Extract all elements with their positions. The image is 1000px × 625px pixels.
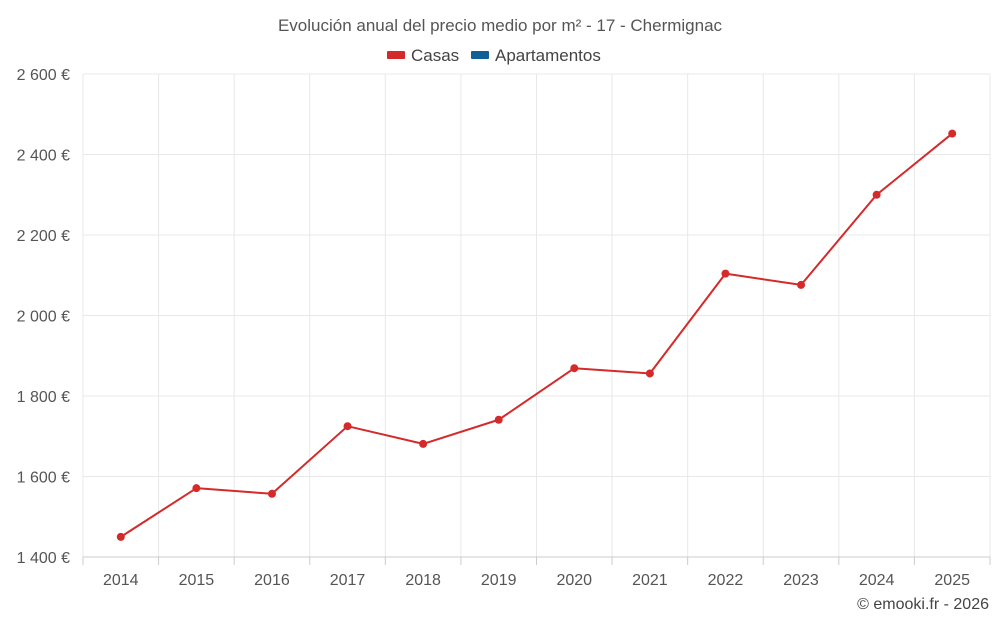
x-tick-label: 2014 (103, 572, 139, 589)
data-point[interactable] (570, 364, 579, 373)
x-tick-label: 2021 (632, 572, 668, 589)
legend-swatch-apartamentos (471, 51, 489, 59)
data-point[interactable] (267, 489, 276, 498)
x-tick-label: 2022 (708, 572, 744, 589)
y-tick-label: 2 400 € (17, 148, 70, 165)
legend-label-casas: Casas (411, 46, 459, 65)
data-point[interactable] (419, 439, 428, 448)
y-tick-label: 1 800 € (17, 389, 70, 406)
data-point[interactable] (343, 422, 352, 431)
legend-swatch-casas (387, 51, 405, 59)
data-point[interactable] (494, 415, 503, 424)
data-point[interactable] (645, 369, 654, 378)
x-tick-label: 2025 (934, 572, 970, 589)
y-tick-label: 1 400 € (17, 550, 70, 567)
y-tick-label: 2 600 € (17, 67, 70, 84)
legend: Casas Apartamentos (387, 46, 601, 65)
legend-item-apartamentos[interactable]: Apartamentos (471, 46, 601, 65)
legend-item-casas[interactable]: Casas (387, 46, 459, 65)
credit-text: © emooki.fr - 2026 (857, 596, 989, 613)
series-line-casas (120, 132, 953, 538)
y-tick-label: 2 200 € (17, 228, 70, 245)
legend-label-apartamentos: Apartamentos (495, 46, 601, 65)
data-point[interactable] (948, 129, 957, 138)
axes: 1 400 € 1 600 € 1 800 € 2 000 € 2 200 € 2 400… (17, 67, 991, 589)
grid (82, 73, 991, 557)
data-point[interactable] (721, 269, 730, 278)
data-point[interactable] (797, 280, 806, 289)
x-tick-label: 2020 (556, 572, 592, 589)
data-point[interactable] (192, 484, 201, 493)
chart-title: Evolución anual del precio medio por m² … (278, 16, 723, 35)
series-casas (116, 129, 957, 541)
y-tick-label: 2 000 € (17, 309, 70, 326)
x-tick-label: 2015 (179, 572, 215, 589)
x-tick-label: 2024 (859, 572, 895, 589)
x-tick-label: 2019 (481, 572, 517, 589)
y-tick-label: 1 600 € (17, 470, 70, 487)
data-point[interactable] (116, 532, 125, 541)
x-tick-label: 2023 (783, 572, 819, 589)
data-point[interactable] (872, 190, 881, 199)
x-tick-label: 2018 (405, 572, 441, 589)
x-tick-label: 2017 (330, 572, 366, 589)
x-tick-label: 2016 (254, 572, 290, 589)
